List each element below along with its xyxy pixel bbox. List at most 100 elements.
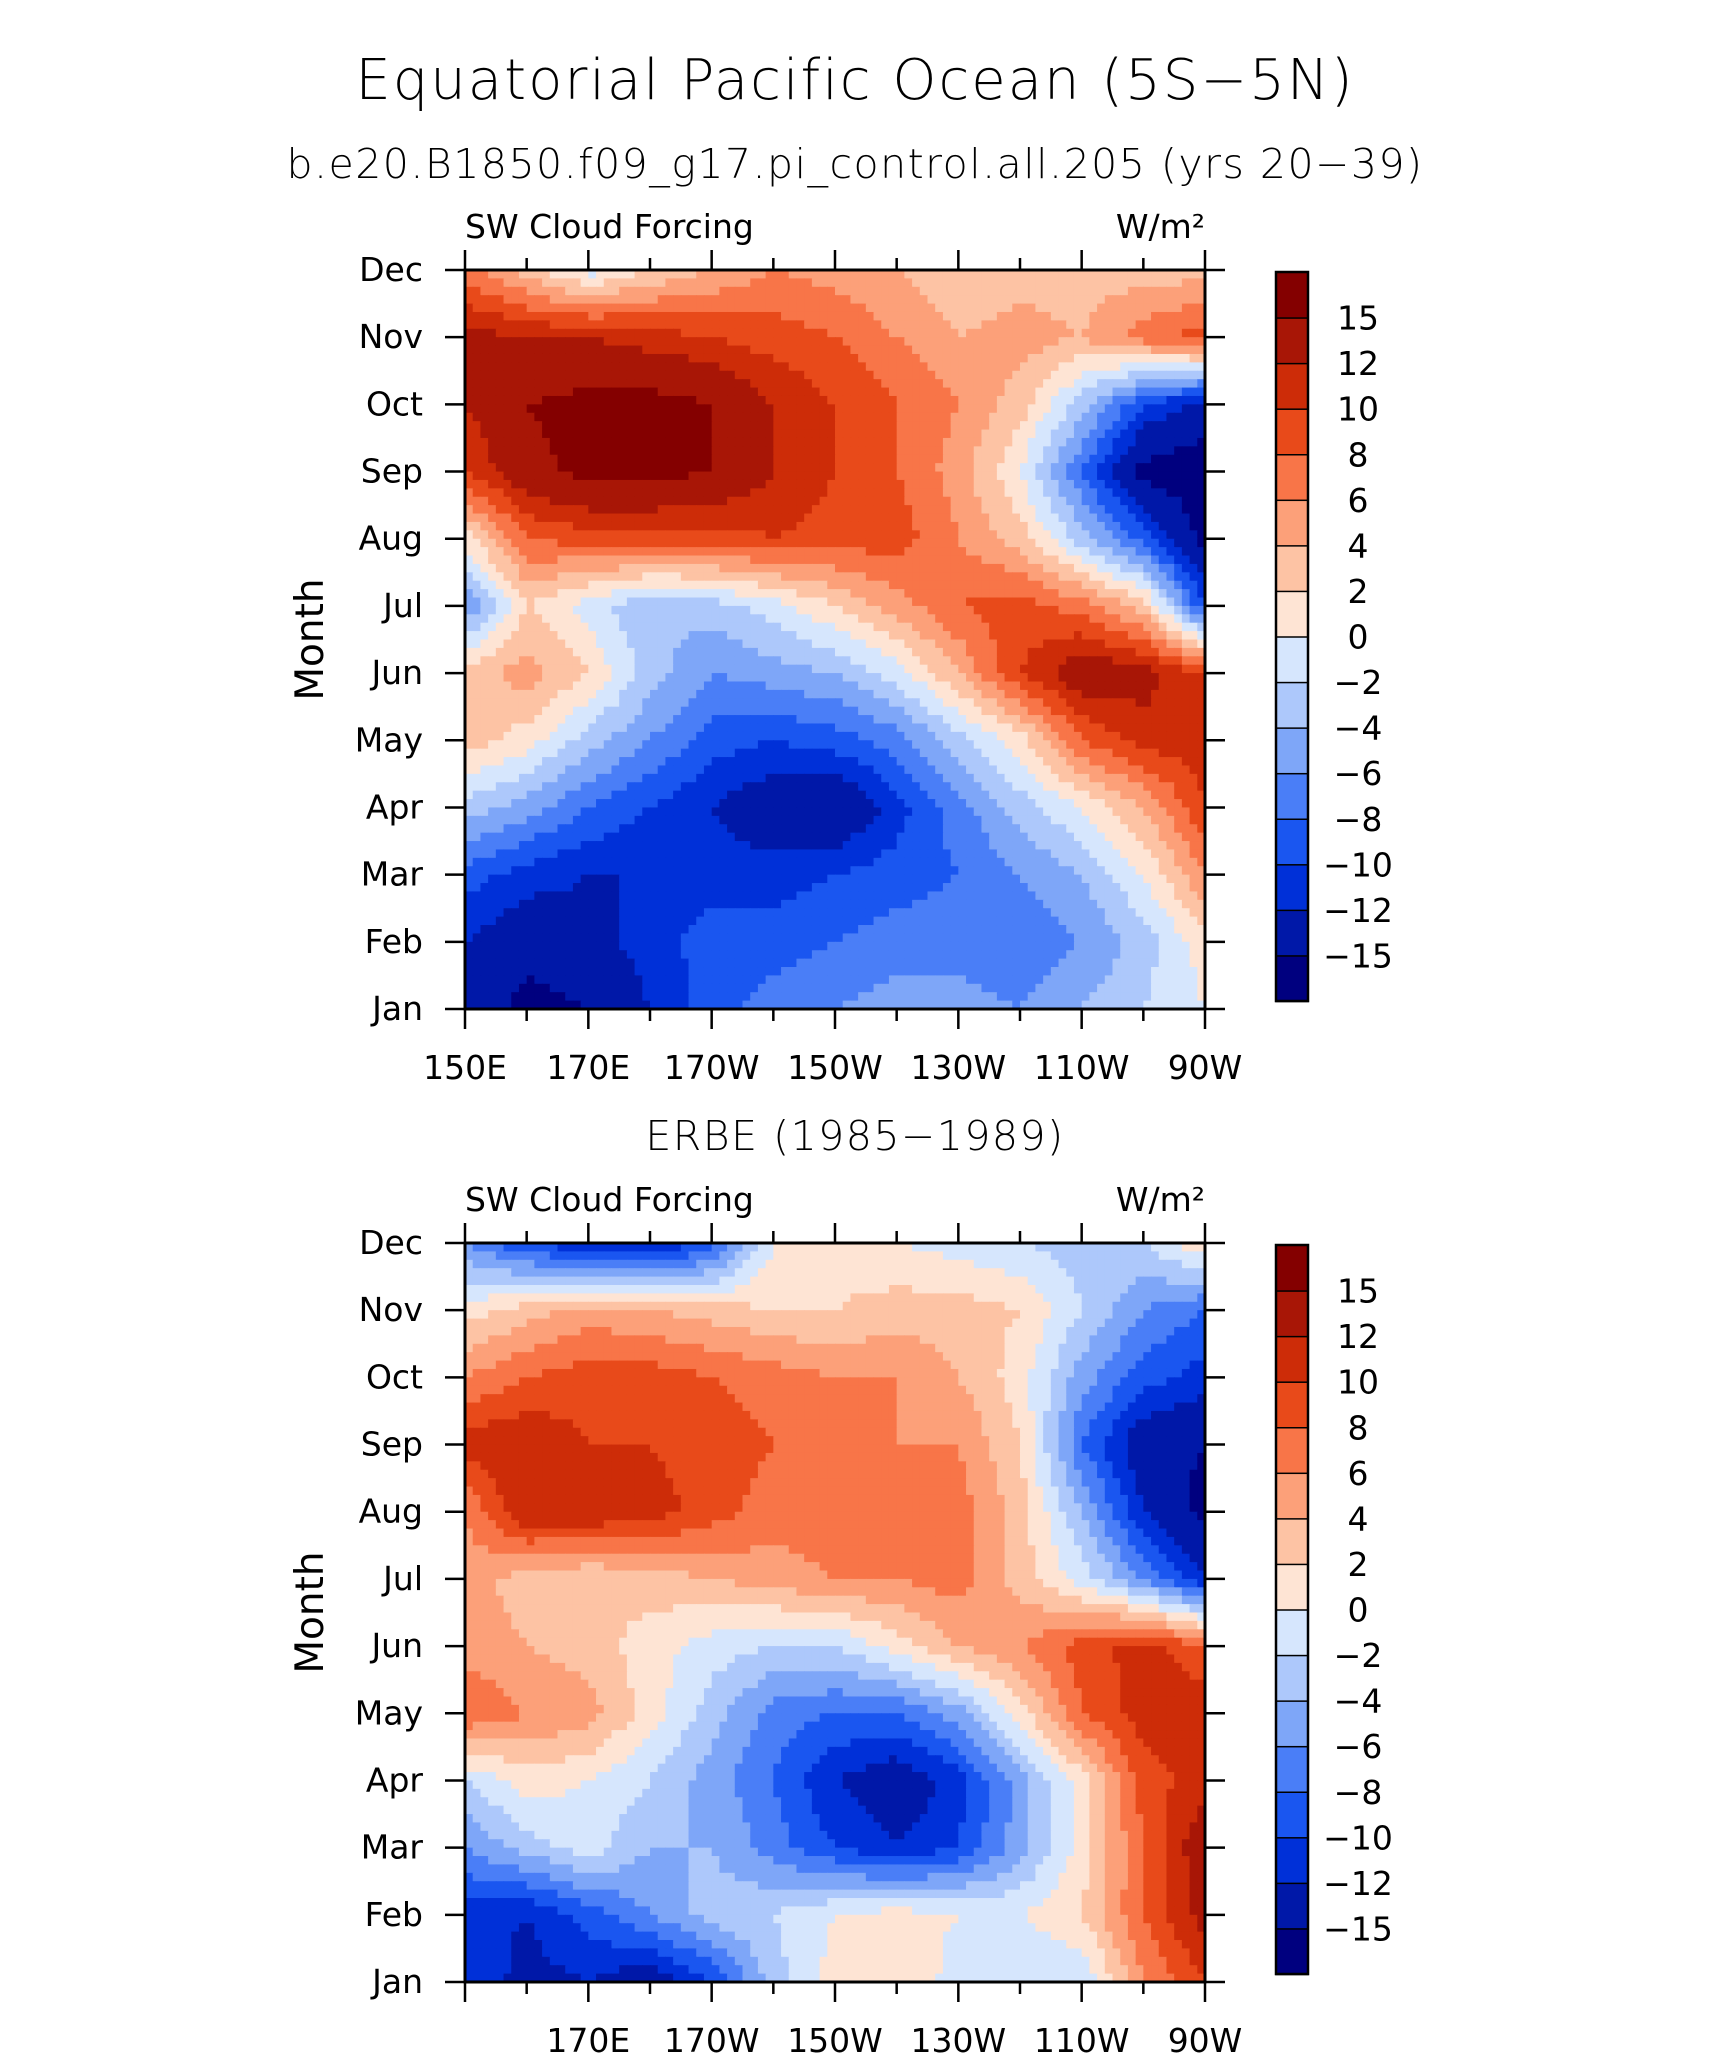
field-cell <box>757 387 767 397</box>
field-cell <box>811 563 821 573</box>
field-cell <box>711 589 720 599</box>
field-cell <box>650 496 659 506</box>
field-cell <box>557 463 566 473</box>
field-cell <box>804 412 813 422</box>
field-cell <box>1043 664 1052 674</box>
field-cell <box>950 295 959 305</box>
field-cell <box>781 521 790 531</box>
field-cell <box>1073 311 1083 321</box>
field-cell <box>1081 278 1090 288</box>
field-cell <box>1112 421 1121 431</box>
field-cell <box>480 328 489 338</box>
field-cell <box>796 395 805 405</box>
field-cell <box>981 463 990 473</box>
field-cell <box>865 614 875 624</box>
field-cell <box>542 404 551 414</box>
field-cell <box>773 387 782 397</box>
field-cell <box>1189 412 1198 422</box>
field-cell <box>534 689 543 699</box>
field-cell <box>626 505 636 515</box>
field-cell <box>873 580 882 590</box>
field-cell <box>1174 387 1183 397</box>
field-cell <box>927 673 936 683</box>
field-cell <box>1043 412 1052 422</box>
field-cell <box>1020 345 1029 355</box>
field-cell <box>518 505 528 515</box>
field-cell <box>534 639 543 649</box>
field-cell <box>549 547 559 557</box>
field-cell <box>835 437 844 447</box>
field-cell <box>904 505 913 515</box>
field-cell <box>596 278 605 288</box>
field-cell <box>1073 597 1083 607</box>
field-cell <box>750 673 759 683</box>
field-cell <box>542 278 551 288</box>
field-cell <box>1143 496 1152 506</box>
field-cell <box>804 463 813 473</box>
field-cell <box>480 547 489 557</box>
field-cell <box>1089 437 1098 447</box>
field-cell <box>518 530 528 540</box>
field-cell <box>765 379 774 389</box>
field-cell <box>619 505 628 515</box>
field-cell <box>888 597 898 607</box>
field-cell <box>472 689 482 699</box>
field-cell <box>511 328 520 338</box>
field-cell <box>919 605 929 615</box>
field-cell <box>465 370 474 380</box>
field-cell <box>626 471 636 481</box>
field-cell <box>1081 362 1090 372</box>
field-cell <box>996 353 1006 363</box>
field-cell <box>827 353 836 363</box>
field-cell <box>865 521 875 531</box>
field-cell <box>1135 421 1144 431</box>
field-cell <box>665 538 674 548</box>
field-cell <box>1012 513 1021 523</box>
field-cell <box>1073 580 1083 590</box>
field-cell <box>881 631 890 641</box>
field-cell <box>1181 370 1191 380</box>
field-cell <box>1158 530 1168 540</box>
field-cell <box>942 547 952 557</box>
field-cell <box>1189 639 1198 649</box>
field-cell <box>719 479 728 489</box>
field-cell <box>1197 563 1206 573</box>
field-cell <box>534 370 543 380</box>
field-cell <box>480 698 489 708</box>
field-cell <box>642 286 651 296</box>
field-cell <box>1135 631 1144 641</box>
field-cell <box>873 328 882 338</box>
field-cell <box>888 311 898 321</box>
field-cell <box>1181 488 1191 498</box>
field-cell <box>1120 563 1129 573</box>
field-cell <box>711 538 720 548</box>
field-cell <box>1158 437 1168 447</box>
field-cell <box>703 479 713 489</box>
field-cell <box>596 622 605 632</box>
field-cell <box>927 345 936 355</box>
field-cell <box>534 311 543 321</box>
field-cell <box>488 421 497 431</box>
field-cell <box>518 681 528 691</box>
field-cell <box>1004 379 1013 389</box>
field-cell <box>1027 286 1037 296</box>
field-cell <box>881 353 890 363</box>
field-cell <box>742 530 751 540</box>
field-cell <box>703 563 713 573</box>
field-cell <box>989 286 998 296</box>
field-cell <box>919 278 929 288</box>
field-cell <box>804 488 813 498</box>
field-cell <box>526 303 535 313</box>
field-cell <box>1127 614 1137 624</box>
field-cell <box>935 295 944 305</box>
field-cell <box>518 362 528 372</box>
field-cell <box>673 572 682 582</box>
field-cell <box>1073 328 1083 338</box>
field-cell <box>503 311 512 321</box>
field-cell <box>927 656 936 666</box>
field-cell <box>657 656 667 666</box>
field-cell <box>495 597 505 607</box>
field-cell <box>1058 395 1067 405</box>
field-cell <box>958 639 967 649</box>
field-cell <box>480 353 489 363</box>
